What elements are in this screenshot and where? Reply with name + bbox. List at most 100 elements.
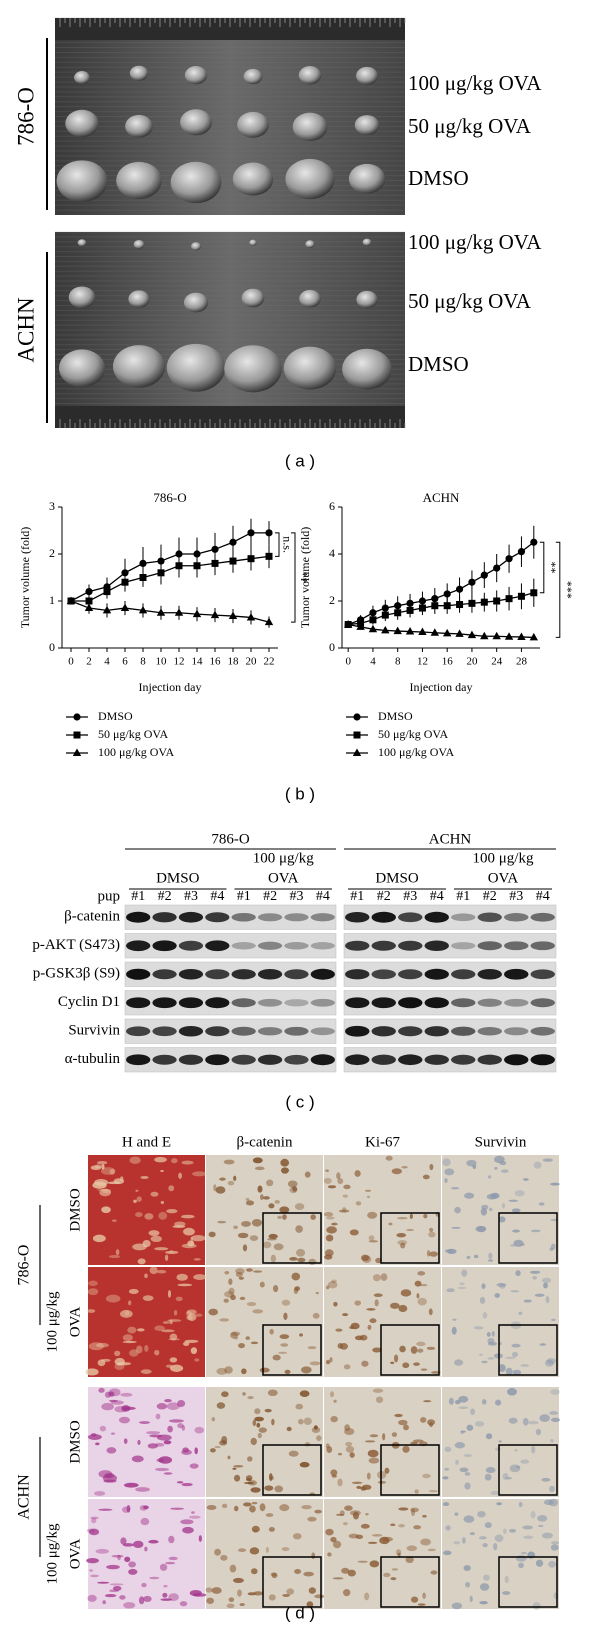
tumor-photo <box>55 232 405 428</box>
tissue-texture <box>102 1600 106 1605</box>
tissue-texture <box>491 1330 495 1337</box>
x-tick-label: 28 <box>516 656 528 668</box>
tissue-texture <box>538 1202 545 1206</box>
series-line <box>70 600 270 623</box>
tissue-texture <box>335 1328 343 1332</box>
treatment-header: OVA <box>268 870 299 886</box>
tissue-texture <box>169 1364 184 1372</box>
tissue-texture <box>466 1424 474 1431</box>
treatment-header: 100 μg/kg <box>473 850 534 866</box>
blot-band <box>451 1054 476 1065</box>
tissue-texture <box>265 1546 269 1553</box>
marker <box>406 606 414 614</box>
tissue-texture <box>214 1446 221 1449</box>
tissue-texture <box>541 1277 552 1284</box>
tissue-texture <box>126 1505 131 1513</box>
tissue-texture <box>391 1432 398 1437</box>
tissue-texture <box>357 1560 368 1563</box>
tissue-texture <box>390 1523 396 1526</box>
tissue-texture <box>149 1576 160 1580</box>
tissue-texture <box>326 1216 335 1220</box>
marker <box>211 545 219 553</box>
tissue-texture <box>534 1293 545 1297</box>
tissue-texture <box>124 1556 131 1563</box>
marker <box>431 602 439 610</box>
tissue-texture <box>505 1477 512 1480</box>
blot-band <box>345 1025 370 1037</box>
tissue-texture <box>454 1442 466 1449</box>
tissue-texture <box>167 1290 172 1298</box>
tissue-texture <box>108 1399 118 1402</box>
tissue-texture <box>187 1313 197 1322</box>
marker <box>211 559 219 567</box>
tissue-texture <box>183 1341 190 1346</box>
tissue-texture <box>142 1295 154 1301</box>
legend-label: 50 μg/kg OVA <box>98 727 169 741</box>
blot-band <box>152 1026 177 1037</box>
tissue-texture <box>154 1442 165 1447</box>
tissue-texture <box>128 1561 136 1568</box>
blot-band <box>126 911 151 923</box>
blot-band <box>504 912 529 922</box>
tissue-texture <box>92 1234 106 1243</box>
tumor <box>170 161 222 204</box>
tissue-texture <box>264 1485 274 1491</box>
tissue-texture <box>461 1269 468 1277</box>
histology-image <box>324 1499 441 1609</box>
tissue-texture <box>86 1557 99 1564</box>
tumor <box>166 343 226 392</box>
tissue-texture <box>347 1569 356 1577</box>
tissue-texture <box>494 1447 501 1451</box>
y-tick-label: 6 <box>329 499 335 513</box>
tissue-texture <box>268 1526 275 1532</box>
tissue-texture <box>267 1237 277 1241</box>
tissue-texture <box>549 1485 555 1493</box>
tissue-texture <box>312 1312 320 1319</box>
tissue-texture <box>331 1474 337 1478</box>
tumor <box>232 162 274 196</box>
marker <box>480 571 488 579</box>
tissue-texture <box>417 1297 427 1306</box>
tissue-texture <box>154 1349 160 1356</box>
tissue-texture <box>391 1568 399 1571</box>
tissue-texture <box>177 1399 186 1408</box>
tissue-texture <box>454 1512 459 1516</box>
tissue-texture <box>173 1309 178 1316</box>
tissue-texture <box>148 1230 160 1236</box>
tissue-texture <box>122 1334 133 1342</box>
tissue-texture <box>257 1185 263 1193</box>
tissue-texture <box>512 1369 522 1376</box>
blot-band <box>284 1026 309 1036</box>
x-tick-label: 0 <box>345 656 351 668</box>
tissue-texture <box>289 1257 298 1261</box>
tissue-texture <box>410 1596 419 1603</box>
tissue-texture <box>483 1574 490 1581</box>
inset-frame <box>380 1444 440 1496</box>
tissue-texture <box>532 1276 537 1280</box>
blot-band <box>371 1026 396 1037</box>
sample-label: #3 <box>509 889 523 904</box>
tissue-texture <box>444 1168 455 1176</box>
tissue-texture <box>520 1243 525 1246</box>
tissue-texture <box>146 1431 161 1435</box>
sample-label: #3 <box>289 889 303 904</box>
tissue-texture <box>135 1487 150 1492</box>
tissue-texture <box>186 1315 193 1321</box>
tissue-texture <box>264 1408 272 1413</box>
tissue-texture <box>487 1338 495 1344</box>
histology-image <box>206 1499 323 1609</box>
row-label: DMSO <box>408 352 469 376</box>
tissue-texture <box>272 1285 279 1293</box>
protein-label: Cyclin D1 <box>58 994 120 1010</box>
blot-band <box>126 1054 151 1066</box>
tissue-texture <box>342 1522 348 1526</box>
tissue-texture <box>297 1257 306 1263</box>
tissue-texture <box>355 1534 364 1540</box>
tissue-texture <box>233 1225 238 1230</box>
tissue-texture <box>206 1505 217 1510</box>
tissue-texture <box>372 1388 384 1393</box>
blot-band <box>451 1026 476 1036</box>
tissue-texture <box>274 1485 284 1493</box>
sample-label: #1 <box>131 889 145 904</box>
marker <box>505 595 513 603</box>
